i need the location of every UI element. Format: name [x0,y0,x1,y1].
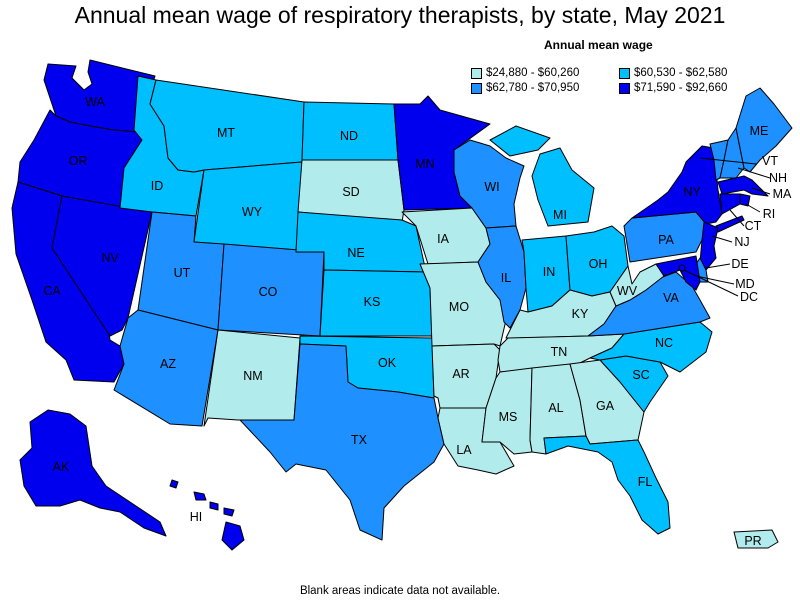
label-MI: MI [553,208,567,222]
label-SC: SC [632,368,649,382]
legend-swatch [619,82,630,94]
label-MO: MO [449,300,469,314]
label-VT: VT [762,154,778,168]
leader-DE [705,263,731,269]
label-TX: TX [351,433,368,447]
label-IA: IA [437,232,449,246]
label-CA: CA [43,284,61,298]
leader-MA [751,187,771,195]
state-MA[interactable] [717,175,769,197]
label-VA: VA [663,291,679,305]
label-ID: ID [151,179,164,193]
leader-NH [737,167,771,179]
label-RI: RI [763,207,776,221]
legend-label: $24,880 - $60,260 [486,67,580,79]
label-MT: MT [217,126,235,140]
label-CT: CT [745,219,762,233]
label-AR: AR [452,367,469,381]
state-NJ[interactable] [699,221,719,271]
label-SD: SD [342,185,359,199]
state-DC[interactable] [678,264,686,272]
label-LA: LA [456,443,472,457]
label-GA: GA [596,399,615,413]
label-NV: NV [101,251,119,265]
label-DC: DC [740,290,758,304]
label-MD: MD [735,277,754,291]
map-title: Annual mean wage of respiratory therapis… [74,2,726,28]
legend-label: $60,530 - $62,580 [634,67,728,79]
leader-VT [699,157,757,165]
state-SD[interactable] [297,159,405,223]
label-MN: MN [415,157,434,171]
leader-CT [729,209,745,227]
leader-RI [745,203,761,213]
legend-item-bin-0: $24,880 - $60,260 [471,66,579,80]
legend-item-bin-3: $71,590 - $92,660 [619,81,727,95]
label-AZ: AZ [160,357,176,371]
label-NJ: NJ [734,235,749,249]
legend-title: Annual mean wage [544,38,653,52]
leader-DC [683,269,739,297]
state-IL[interactable] [477,225,527,329]
state-ME[interactable] [735,87,793,173]
state-CT[interactable] [719,193,741,215]
leader-NJ [711,235,733,243]
label-FL: FL [638,475,653,489]
state-AZ[interactable] [113,309,219,427]
state-FL[interactable] [543,435,671,535]
label-NY: NY [683,185,701,199]
state-MD[interactable] [655,255,701,291]
state-HI[interactable] [169,479,245,551]
legend-label: $71,590 - $92,660 [634,82,728,94]
legend-swatch [619,67,630,79]
label-WI: WI [484,180,499,194]
state-TX[interactable] [239,343,445,541]
label-HI: HI [190,510,203,524]
state-AK[interactable] [19,409,167,537]
leader-MD [695,275,735,285]
state-RI[interactable] [739,193,751,207]
label-AK: AK [53,460,70,474]
label-NH: NH [769,171,787,185]
footnote: Blank areas indicate data not available. [299,585,501,597]
label-MA: MA [773,187,792,201]
label-MS: MS [499,410,518,424]
label-PR: PR [744,534,761,548]
legend-label: $62,780 - $70,950 [486,82,580,94]
state-PR[interactable] [733,529,779,549]
label-NC: NC [655,336,673,350]
label-WV: WV [617,284,638,298]
label-ND: ND [340,129,358,143]
legend-swatch [471,67,482,79]
state-WI[interactable] [453,139,525,229]
state-MI[interactable] [489,125,595,227]
label-AL: AL [548,401,563,415]
legend-item-bin-2: $62,780 - $70,950 [471,81,579,95]
label-KY: KY [572,307,589,321]
label-IN: IN [543,265,556,279]
label-DE: DE [731,257,748,271]
label-WY: WY [242,205,263,219]
label-NE: NE [347,246,364,260]
label-NM: NM [243,369,262,383]
label-IL: IL [501,271,511,285]
label-OR: OR [69,154,88,168]
label-ME: ME [750,124,769,138]
label-CO: CO [259,285,278,299]
label-OH: OH [589,257,608,271]
label-KS: KS [364,295,381,309]
label-UT: UT [174,266,191,280]
label-OK: OK [378,356,397,370]
legend-item-bin-1: $60,530 - $62,580 [619,66,727,80]
label-WA: WA [85,95,105,109]
state-NC[interactable] [589,321,713,373]
legend-swatch [471,82,482,94]
label-TN: TN [551,345,568,359]
label-PA: PA [658,233,674,247]
